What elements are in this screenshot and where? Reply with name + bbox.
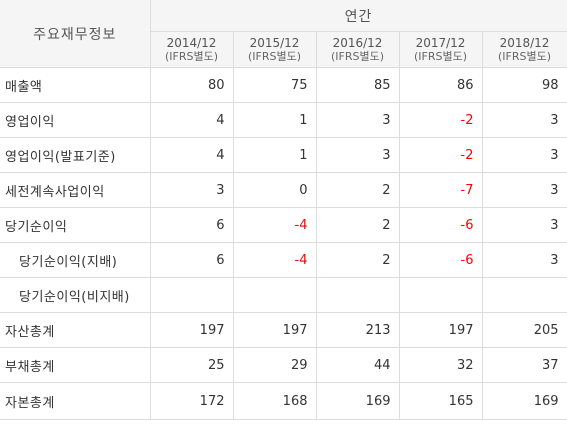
table-row: 자산총계 197 197 213 197 205	[0, 312, 567, 348]
value-cell: 6	[150, 207, 234, 243]
value-cell	[482, 277, 567, 313]
value-cell	[150, 277, 234, 313]
value-cell: 213	[316, 312, 400, 348]
row-label: 영업이익(발표기준)	[0, 137, 151, 173]
value-cell: 3	[482, 137, 567, 173]
value-cell: 3	[316, 137, 400, 173]
value-cell: 44	[316, 347, 400, 383]
value-cell: 197	[399, 312, 483, 348]
value-cell: 172	[150, 382, 234, 420]
accounting-basis-label: (IFRS별도)	[330, 49, 385, 63]
row-label: 자산총계	[0, 312, 151, 348]
value-cell: 80	[150, 67, 234, 103]
table-row: 당기순이익(지배) 6 -4 2 -6 3	[0, 242, 567, 278]
table-row: 영업이익 4 1 3 -2 3	[0, 102, 567, 138]
table-row: 세전계속사업이익 3 0 2 -7 3	[0, 172, 567, 208]
value-cell: 2	[316, 172, 400, 208]
value-cell: 168	[233, 382, 317, 420]
accounting-basis-label: (IFRS별도)	[497, 49, 552, 63]
value-cell: -2	[399, 137, 483, 173]
year-label: 2017/12	[415, 35, 466, 50]
value-cell: 1	[233, 102, 317, 138]
value-cell: 197	[150, 312, 234, 348]
value-cell: -4	[233, 242, 317, 278]
value-cell	[399, 277, 483, 313]
table-row: 영업이익(발표기준) 4 1 3 -2 3	[0, 137, 567, 173]
table-row: 당기순이익 6 -4 2 -6 3	[0, 207, 567, 243]
row-label: 당기순이익(지배)	[0, 242, 151, 278]
table-title: 주요재무정보	[0, 0, 151, 68]
year-label: 2014/12	[166, 35, 217, 50]
table-row: 자본총계 172 168 169 165 169	[0, 382, 567, 420]
value-cell: 32	[399, 347, 483, 383]
value-cell: 2	[316, 207, 400, 243]
row-label: 당기순이익(비지배)	[0, 277, 151, 313]
row-label: 매출액	[0, 67, 151, 103]
value-cell: -6	[399, 242, 483, 278]
period-group-header: 연간	[150, 0, 567, 32]
value-cell: 165	[399, 382, 483, 420]
year-header-cell: 2017/12 (IFRS별도)	[399, 31, 483, 68]
value-cell: 169	[316, 382, 400, 420]
value-cell: 4	[150, 137, 234, 173]
year-header-cell: 2015/12 (IFRS별도)	[233, 31, 317, 68]
year-label: 2016/12	[332, 35, 383, 50]
value-cell: 25	[150, 347, 234, 383]
value-cell	[233, 277, 317, 313]
value-cell: -7	[399, 172, 483, 208]
value-cell: 3	[482, 242, 567, 278]
row-label: 영업이익	[0, 102, 151, 138]
value-cell: 4	[150, 102, 234, 138]
value-cell: 0	[233, 172, 317, 208]
row-label: 세전계속사업이익	[0, 172, 151, 208]
table-row: 매출액 80 75 85 86 98	[0, 67, 567, 103]
row-label: 자본총계	[0, 382, 151, 420]
value-cell: 3	[482, 102, 567, 138]
value-cell: 169	[482, 382, 567, 420]
table-body: 매출액 80 75 85 86 98 영업이익 4 1 3 -2 3 영업이익(발표기준) 4 1 3 -2 3 세…	[0, 67, 567, 420]
table-row: 부채총계 25 29 44 32 37	[0, 347, 567, 383]
value-cell: 86	[399, 67, 483, 103]
year-header-cell: 2016/12 (IFRS별도)	[316, 31, 400, 68]
value-cell: 205	[482, 312, 567, 348]
year-label: 2018/12	[499, 35, 550, 50]
value-cell	[316, 277, 400, 313]
accounting-basis-label: (IFRS별도)	[413, 49, 468, 63]
value-cell: 1	[233, 137, 317, 173]
value-cell: 197	[233, 312, 317, 348]
accounting-basis-label: (IFRS별도)	[164, 49, 219, 63]
value-cell: 3	[482, 207, 567, 243]
year-label: 2015/12	[249, 35, 300, 50]
table-header: 주요재무정보 연간 2014/12 (IFRS별도) 2015/12 (IFRS별도)…	[0, 0, 567, 68]
row-label: 당기순이익	[0, 207, 151, 243]
value-cell: 75	[233, 67, 317, 103]
value-cell: 37	[482, 347, 567, 383]
value-cell: 6	[150, 242, 234, 278]
value-cell: 98	[482, 67, 567, 103]
value-cell: 3	[150, 172, 234, 208]
accounting-basis-label: (IFRS별도)	[247, 49, 302, 63]
year-header-cell: 2018/12 (IFRS별도)	[482, 31, 567, 68]
row-label: 부채총계	[0, 347, 151, 383]
value-cell: 3	[482, 172, 567, 208]
year-header-row: 2014/12 (IFRS별도) 2015/12 (IFRS별도) 2016/12 (IF…	[0, 31, 567, 68]
value-cell: 85	[316, 67, 400, 103]
value-cell: -6	[399, 207, 483, 243]
table-row: 당기순이익(비지배)	[0, 277, 567, 313]
value-cell: -2	[399, 102, 483, 138]
value-cell: 3	[316, 102, 400, 138]
value-cell: 2	[316, 242, 400, 278]
year-header-cell: 2014/12 (IFRS별도)	[150, 31, 234, 68]
financial-summary-table: 주요재무정보 연간 2014/12 (IFRS별도) 2015/12 (IFRS별도)…	[0, 0, 567, 420]
value-cell: 29	[233, 347, 317, 383]
value-cell: -4	[233, 207, 317, 243]
